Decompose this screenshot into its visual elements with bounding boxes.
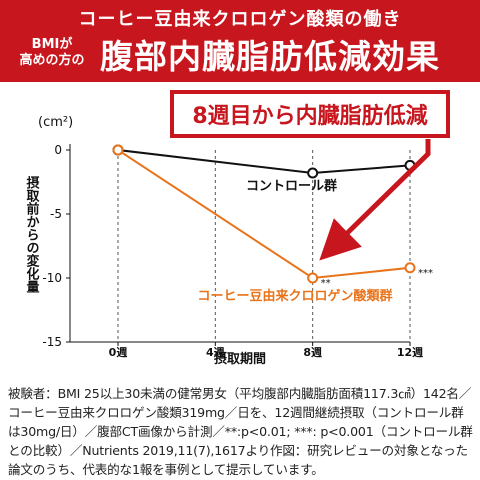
x-tick-label: 0週 (109, 345, 128, 359)
header-main-title: 腹部内臓脂肪低減効果 (100, 37, 440, 76)
bmi-line-1: BMIが (31, 37, 73, 52)
x-tick-label: 8週 (303, 345, 322, 359)
data-point (307, 167, 319, 179)
x-axis-label: 摂取期間 (214, 351, 266, 367)
y-tick-label: -10 (42, 271, 62, 285)
y-axis-label: 摂取前からの変化量 (24, 175, 40, 294)
y-tick-label: -5 (50, 207, 62, 221)
series-label: コーヒー豆由来クロロゲン酸類群 (197, 288, 392, 304)
series-label: コントロール群 (246, 178, 337, 194)
callout-text: 8週目から内臓脂肪低減 (192, 103, 427, 129)
x-tick-label: 12週 (397, 345, 423, 359)
header-bmi-label: BMIが 高めの方の (8, 37, 96, 69)
data-point (404, 262, 416, 274)
y-tick-label: -15 (42, 335, 62, 349)
header-top-title: コーヒー豆由来クロロゲン酸類の働き (78, 9, 402, 30)
series-line (117, 149, 411, 175)
y-tick-label: 0 (54, 143, 62, 157)
footnote: 被験者：BMI 25以上30未満の健常男女（平均腹部内臓脂肪面積117.3㎠）1… (8, 386, 473, 477)
significance-mark: *** (418, 268, 433, 279)
unit-label: (cm²) (38, 115, 73, 130)
data-point (307, 272, 319, 284)
header-banner: コーヒー豆由来クロロゲン酸類の働き BMIが 高めの方の 腹部内臓脂肪低減効果 (0, 0, 480, 82)
x-tick-label: 4週 (206, 345, 225, 359)
callout-arrow (319, 139, 431, 261)
significance-mark: ** (321, 278, 331, 289)
bmi-line-2: 高めの方の (19, 53, 85, 68)
data-point (112, 144, 124, 156)
callout-inner (174, 94, 446, 134)
